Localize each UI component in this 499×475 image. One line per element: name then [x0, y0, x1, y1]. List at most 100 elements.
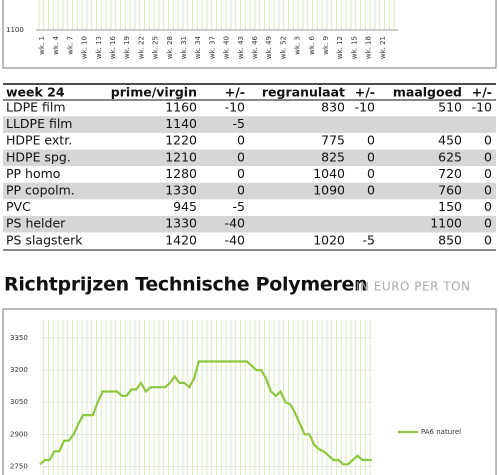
table-value: 0	[367, 133, 375, 148]
table-value: 1220	[165, 133, 197, 148]
table-value: 0	[484, 133, 492, 148]
y-tick-label: 3350	[10, 334, 28, 342]
x-tick-label: wk. 49	[265, 36, 273, 59]
x-tick-label: wk. 12	[336, 36, 344, 59]
row-label: HDPE spg.	[6, 149, 71, 164]
table-value: 1330	[165, 183, 197, 198]
table-value: 945	[173, 199, 197, 214]
series-line	[39, 360, 372, 466]
row-label: LDPE film	[6, 100, 66, 115]
table-value: -10	[472, 100, 492, 115]
table-value: -10	[355, 100, 375, 115]
table-value: 0	[237, 166, 245, 181]
table-value: 0	[484, 149, 492, 164]
x-tick-label: wk. 28	[166, 36, 174, 59]
table-value: 0	[484, 199, 492, 214]
table-value: -5	[233, 116, 245, 131]
table-value: 0	[237, 183, 245, 198]
table-value: 510	[438, 100, 462, 115]
table-value: 1040	[313, 166, 345, 181]
table-value: 450	[438, 133, 462, 148]
top-plot-area	[36, 0, 398, 30]
x-tick-label: wk. 31	[180, 36, 188, 59]
table-value: 1090	[313, 183, 345, 198]
table-value: 625	[438, 149, 462, 164]
plot-area	[40, 320, 372, 475]
table-value: -10	[225, 100, 245, 115]
chart-frame	[2, 308, 497, 475]
y-tick-label: 1100	[6, 26, 24, 34]
row-label: LLDPE film	[6, 116, 73, 131]
column-header: +/-	[225, 85, 245, 100]
x-tick-label: wk. 21	[379, 36, 387, 59]
row-band	[3, 149, 496, 167]
x-tick-label: wk. 19	[123, 36, 131, 59]
x-tick-label: wk. 52	[279, 36, 287, 59]
table-value: 0	[237, 133, 245, 148]
table-value: 1280	[165, 166, 197, 181]
section-title: Richtprijzen Technische Polymeren	[4, 274, 367, 296]
table-value: 0	[367, 149, 375, 164]
x-tick-label: wk. 37	[208, 36, 216, 59]
y-tick-label: 2750	[10, 462, 28, 470]
x-tick-label: wk. 4	[52, 35, 60, 54]
table-value: 0	[367, 166, 375, 181]
table-value: 1210	[165, 149, 197, 164]
x-tick-label: wk. 3	[294, 36, 302, 55]
row-label: PS slagsterk	[6, 232, 83, 247]
table-value: 0	[484, 216, 492, 231]
x-tick-label: wk. 13	[95, 36, 103, 59]
x-tick-label: wk. 22	[137, 36, 145, 59]
x-tick-label: wk. 1	[38, 36, 46, 55]
row-band	[3, 215, 496, 233]
table-value: 1160	[165, 100, 197, 115]
top-chart-frame	[2, 0, 497, 69]
column-header: +/-	[472, 85, 492, 100]
table-value: 0	[367, 183, 375, 198]
table-value: 825	[321, 149, 345, 164]
table-value: 1100	[430, 216, 462, 231]
row-label: PVC	[6, 199, 31, 214]
x-tick-label: wk. 6	[308, 35, 316, 54]
x-tick-label: wk. 15	[350, 36, 358, 59]
x-tick-label: wk. 18	[365, 36, 373, 59]
x-tick-label: wk. 46	[251, 35, 259, 59]
x-tick-label: wk. 34	[194, 35, 202, 59]
column-header: prime/virgin	[111, 85, 197, 100]
table-value: 1020	[313, 232, 345, 247]
column-header: +/-	[355, 85, 375, 100]
y-tick-label: 3200	[10, 366, 28, 374]
y-tick-label: 2900	[10, 430, 28, 438]
section-subtitle: IN EURO PER TON	[356, 280, 471, 294]
x-tick-label: wk. 9	[322, 36, 330, 55]
table-value: 775	[321, 133, 345, 148]
x-tick-label: wk. 7	[66, 36, 74, 55]
row-band	[3, 116, 496, 133]
column-header: maalgoed	[393, 85, 462, 100]
table-value: 1420	[165, 232, 197, 247]
table-value: 850	[438, 232, 462, 247]
column-header: week 24	[6, 85, 65, 100]
table-value: -40	[225, 232, 245, 247]
y-tick-label: 3050	[10, 398, 28, 406]
table-value: -5	[233, 199, 245, 214]
table-value: 150	[438, 199, 462, 214]
x-tick-label: wk. 10	[81, 36, 89, 59]
row-band	[3, 182, 496, 200]
table-value: 1140	[165, 116, 197, 131]
x-tick-label: wk. 43	[237, 36, 245, 59]
x-tick-label: wk. 25	[152, 36, 160, 59]
table-value: -40	[225, 216, 245, 231]
table-value: 830	[321, 100, 345, 115]
table-value: -5	[363, 232, 375, 247]
table-value: 760	[438, 183, 462, 198]
table-value: 0	[484, 166, 492, 181]
row-label: PP homo	[6, 166, 60, 181]
row-label: PS helder	[6, 216, 66, 231]
table-value: 1330	[165, 216, 197, 231]
legend-label: PA6 naturel	[421, 428, 461, 436]
x-tick-label: wk. 40	[223, 36, 231, 59]
row-label: PP copolm.	[6, 183, 75, 198]
